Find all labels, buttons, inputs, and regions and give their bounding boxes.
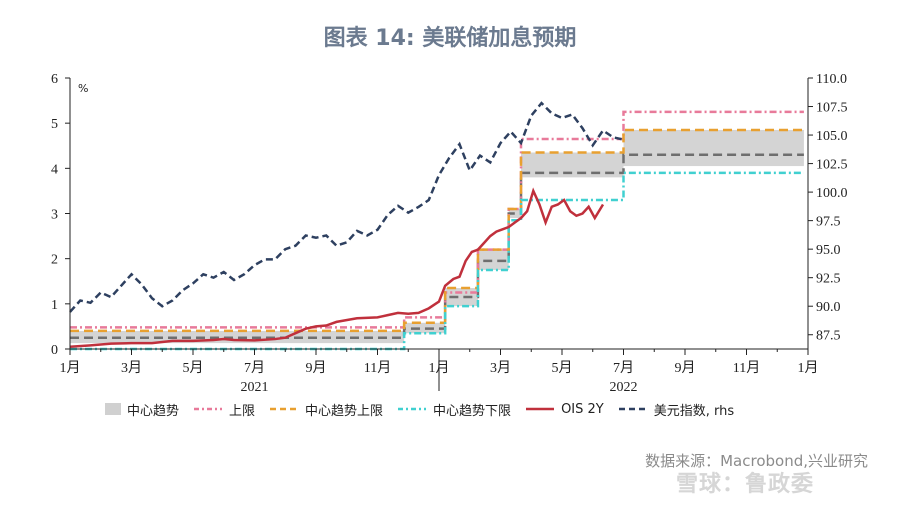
- legend-swatch: [105, 403, 121, 415]
- y-left-tick-label: 0: [51, 343, 58, 358]
- legend-label: 上限: [229, 403, 256, 419]
- legend-label: 中心趋势下限: [433, 403, 512, 419]
- legend-swatch: [618, 407, 647, 411]
- legend-label: 美元指数, rhs: [653, 403, 735, 419]
- legend-swatch: [398, 407, 427, 411]
- y-right-tick-label: 107.5: [816, 101, 848, 116]
- chart-legend: 中心趋势 上限 中心趋势上限 中心趋势下限 OIS 2Y 美元指数, rhs: [105, 399, 825, 419]
- central-tendency-line: [70, 153, 804, 339]
- y-left-tick-label: 6: [51, 72, 58, 87]
- x-tick-label: 9月: [306, 360, 327, 376]
- x-tick-label: 5月: [183, 360, 204, 376]
- y-right-tick-label: 90.0: [816, 300, 841, 315]
- central-tendency-band-3: [477, 249, 509, 270]
- x-tick-label: 1月: [60, 360, 81, 376]
- x-tick-label: 1月: [798, 360, 819, 376]
- legend-label: 中心趋势上限: [305, 403, 384, 419]
- y-right-tick-label: 110.0: [816, 72, 847, 87]
- y-right-tick-label: 97.5: [816, 215, 841, 230]
- central-tendency-upper-line: [70, 128, 804, 333]
- y-left-tick-label: 2: [51, 253, 58, 268]
- x-tick-label: 7月: [244, 360, 265, 376]
- x-tick-label: 7月: [613, 360, 634, 376]
- central-tendency-band-0: [70, 330, 405, 344]
- y-left-tick-label: 3: [51, 208, 58, 223]
- legend-swatch: [194, 407, 223, 411]
- x-tick-label: 3月: [121, 360, 142, 376]
- x-tick-label: 9月: [675, 360, 696, 376]
- legend-label: OIS 2Y: [561, 401, 604, 417]
- chart-title: 图表 14: 美联储加息预期: [323, 26, 577, 51]
- x-year-label: 2021: [241, 380, 269, 395]
- legend-swatch: [270, 407, 299, 411]
- central-tendency-lower-line: [70, 171, 804, 351]
- y-right-tick-label: 95.0: [816, 243, 841, 258]
- legend-item: 中心趋势下限: [397, 400, 511, 419]
- legend-item: 中心趋势: [105, 400, 179, 419]
- dxy-line: [69, 101, 624, 313]
- y-right-tick-label: 87.5: [816, 329, 841, 344]
- legend-item: OIS 2Y: [525, 402, 604, 417]
- y-right-tick-label: 102.5: [816, 158, 848, 173]
- y-left-tick-label: 4: [51, 162, 58, 177]
- y-right-tick-label: 100.0: [816, 186, 848, 201]
- x-tick-label: 3月: [490, 360, 511, 376]
- y-right-tick-label: 105.0: [816, 129, 848, 144]
- y-left-tick-label: 5: [51, 117, 58, 132]
- central-tendency-band-2: [445, 288, 478, 307]
- y-right-tick-label: 92.5: [816, 272, 841, 287]
- y-left-tick-label: 1: [51, 298, 58, 313]
- central-tendency-band-1: [404, 322, 446, 334]
- watermark: 雪球：鲁政委: [676, 472, 815, 497]
- legend-item: 上限: [193, 400, 255, 419]
- x-tick-label: 11月: [733, 360, 760, 376]
- x-tick-label: 11月: [364, 360, 391, 376]
- central-tendency-band-6: [623, 129, 804, 167]
- ois-2y-line: [69, 187, 605, 348]
- x-year-label: 2022: [610, 380, 638, 395]
- legend-swatch: [526, 407, 555, 411]
- x-tick-label: 5月: [552, 360, 573, 376]
- y-left-unit: %: [78, 82, 88, 95]
- legend-label: 中心趋势: [127, 403, 180, 419]
- legend-item: 美元指数, rhs: [618, 400, 734, 419]
- source-note: 数据来源：Macrobond,兴业研究: [645, 452, 868, 470]
- legend-item: 中心趋势上限: [269, 400, 383, 419]
- central-tendency-band-4: [508, 208, 521, 219]
